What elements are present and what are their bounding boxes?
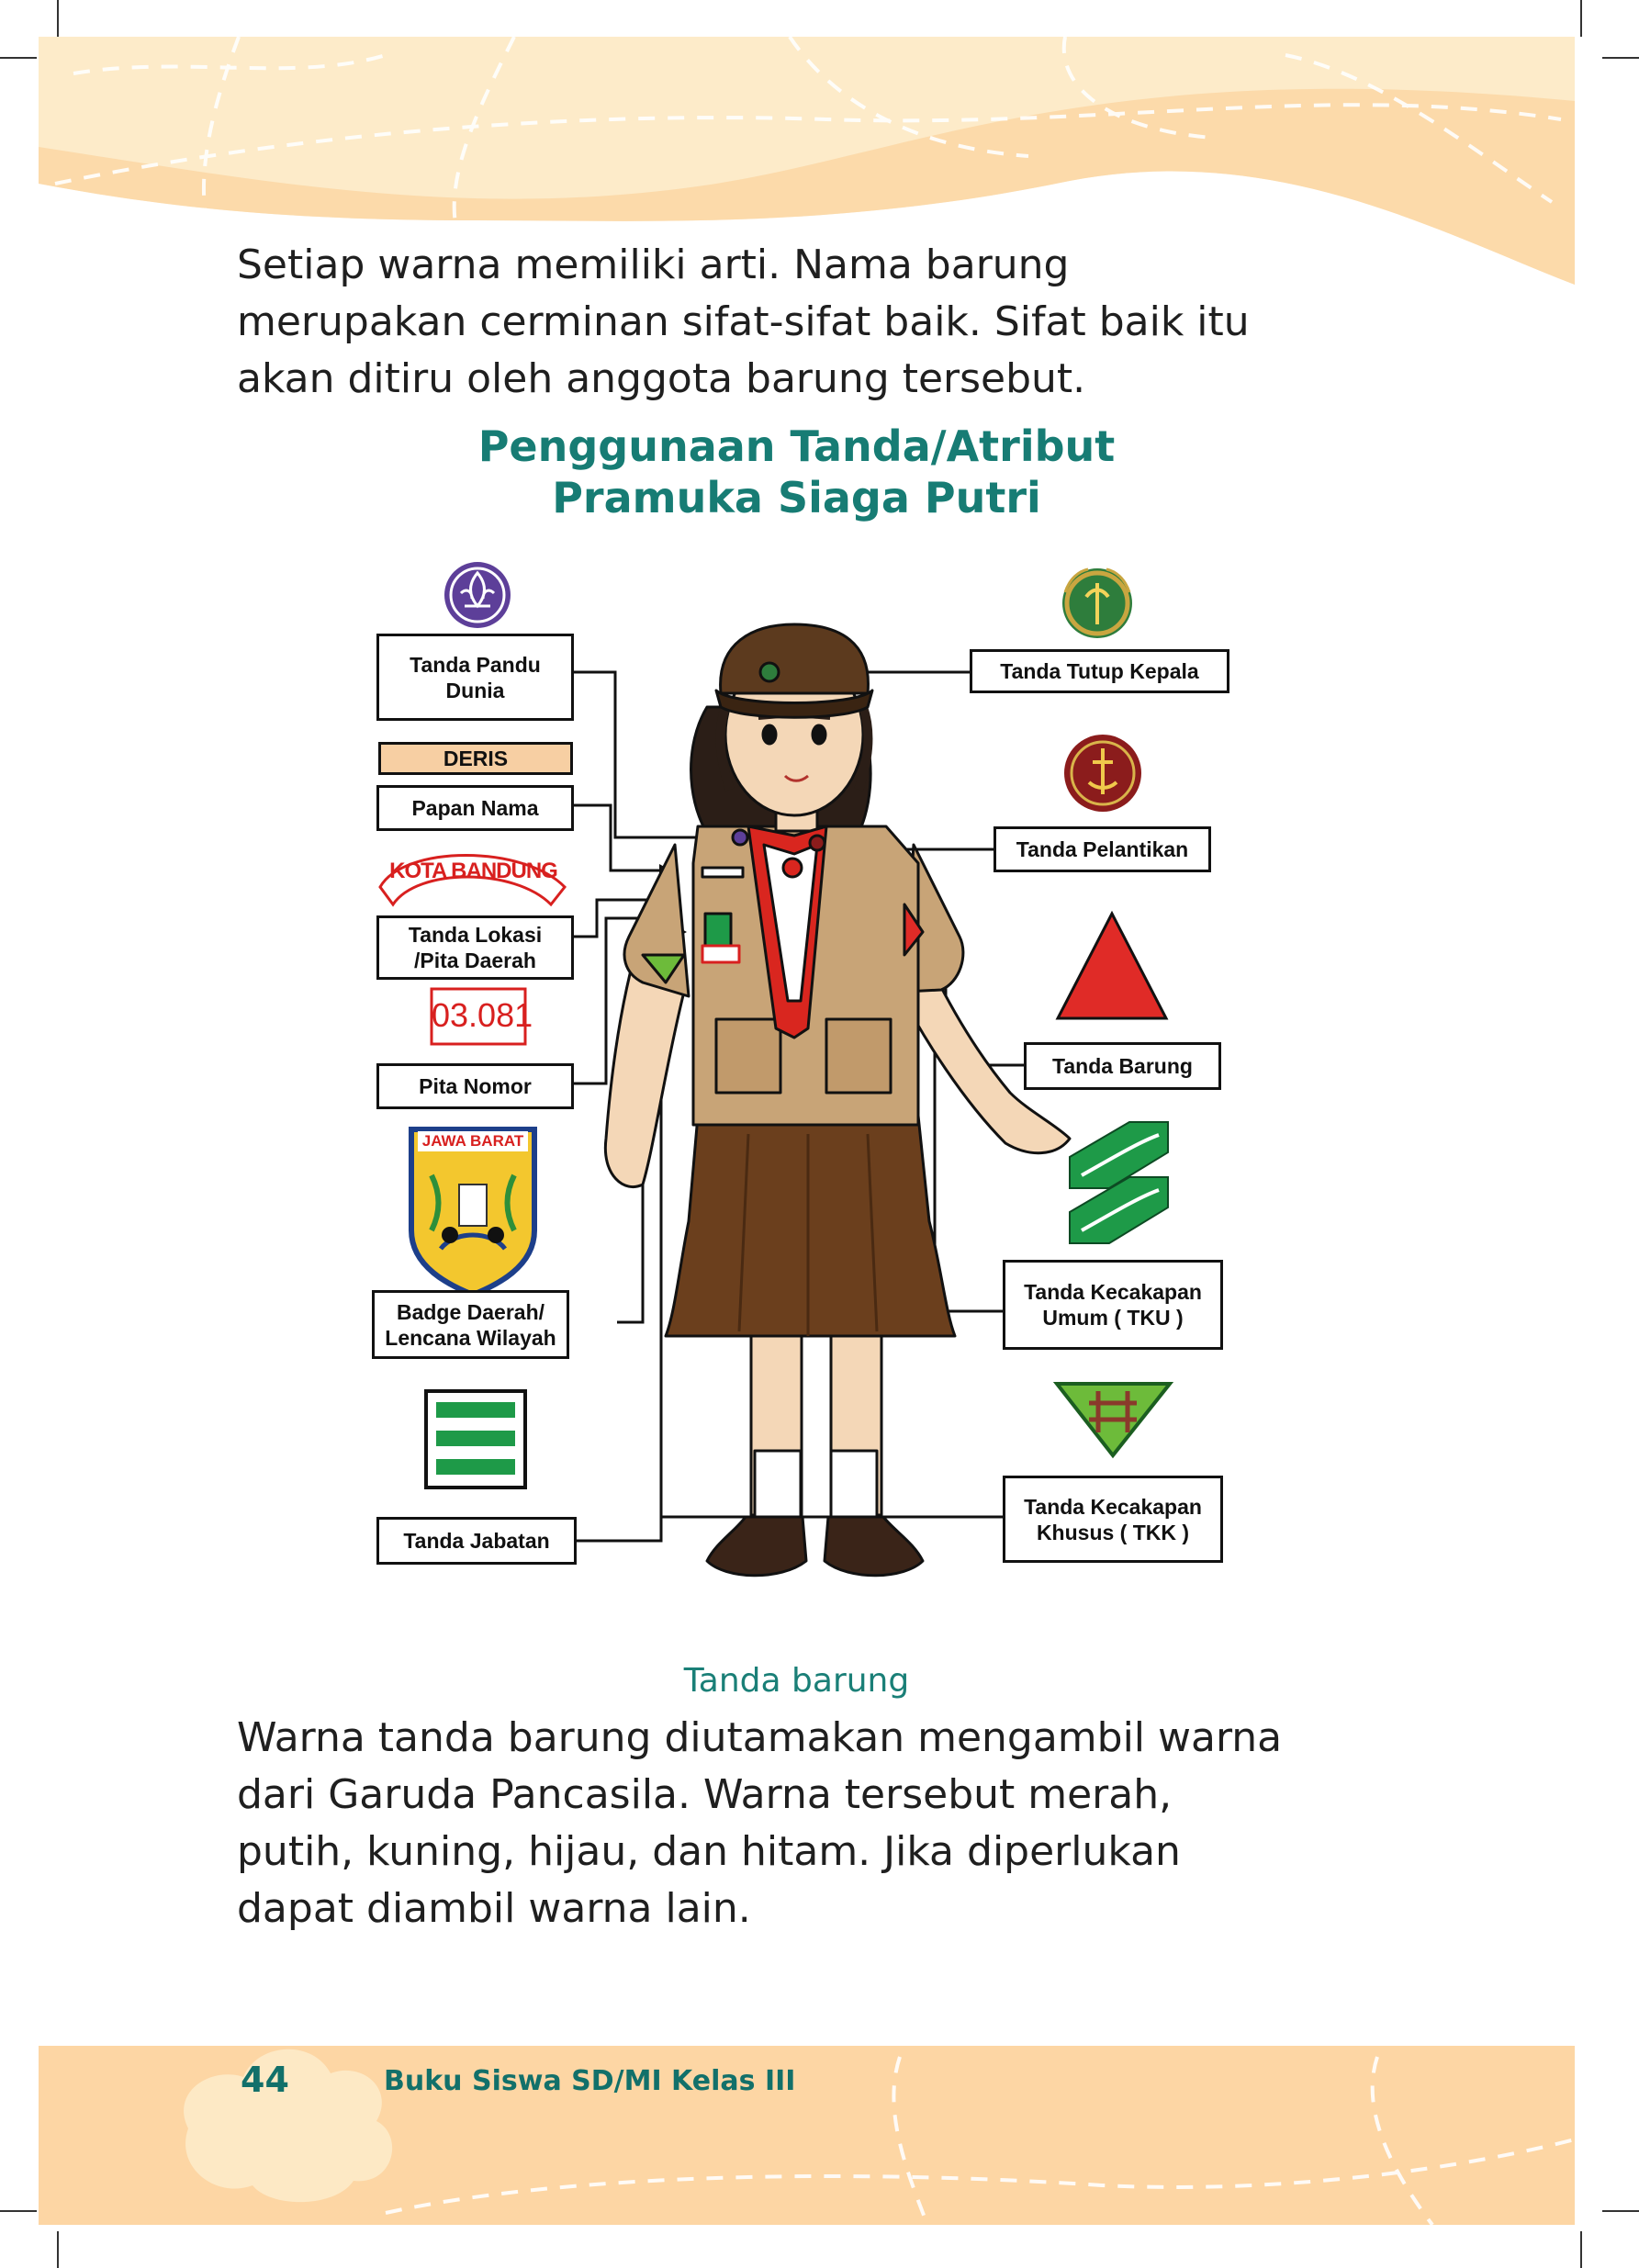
figure-caption: Tanda barung xyxy=(683,1662,910,1700)
intro-line: Setiap warna memiliki arti. Nama barung xyxy=(237,241,1070,288)
footer-band xyxy=(39,2046,1576,2227)
west-java-shield-icon xyxy=(409,1127,537,1298)
kota-bandung-text: KOTA BANDUNG xyxy=(389,859,558,883)
kota-bandung-arch-icon xyxy=(378,854,567,907)
body-line: dari Garuda Pancasila. Warna tersebut me… xyxy=(237,1771,1173,1818)
name-plate-sample: DERIS xyxy=(378,742,573,775)
jawa-barat-text: JAWA BARAT xyxy=(421,1132,524,1150)
header-wave-band xyxy=(39,35,1575,285)
heading-line-2: Pramuka Siaga Putri xyxy=(552,473,1041,522)
cloud-shape xyxy=(184,2049,393,2203)
label-papan-nama: Papan Nama xyxy=(376,785,574,831)
body-line: putih, kuning, hijau, dan hitam. Jika di… xyxy=(237,1828,1181,1875)
cap-badge-icon xyxy=(1062,567,1132,638)
tku-stripes-icon xyxy=(1069,1121,1169,1244)
label-pita-nomor: Pita Nomor xyxy=(376,1063,574,1109)
barung-triangle-icon xyxy=(1055,910,1169,1020)
crop-mark xyxy=(1602,2210,1639,2212)
label-badge-daerah: Badge Daerah/ Lencana Wilayah xyxy=(372,1290,569,1359)
label-tanda-lokasi: Tanda Lokasi /Pita Daerah xyxy=(376,915,574,980)
crop-mark xyxy=(1580,2231,1582,2268)
crop-mark xyxy=(57,2231,59,2268)
scout-girl-figure xyxy=(603,623,1072,1577)
tkk-triangle-icon xyxy=(1052,1382,1174,1459)
section-heading: Penggunaan Tanda/Atribut Pramuka Siaga P… xyxy=(0,421,1593,523)
label-tanda-jabatan: Tanda Jabatan xyxy=(376,1517,577,1565)
crop-mark xyxy=(0,57,37,59)
label-pelantikan: Tanda Pelantikan xyxy=(994,826,1211,872)
crop-mark xyxy=(1580,0,1582,37)
label-tutup-kepala: Tanda Tutup Kepala xyxy=(970,649,1229,693)
body-line: dapat diambil warna lain. xyxy=(237,1885,751,1932)
label-tanda-barung: Tanda Barung xyxy=(1024,1042,1221,1090)
number-badge-text: 03.081 xyxy=(432,996,533,1034)
page-number: 44 xyxy=(241,2060,289,2100)
intro-paragraph: Setiap warna memiliki arti. Nama barung … xyxy=(237,237,1250,408)
scout-uniform-diagram xyxy=(378,562,1174,1577)
book-title: Buku Siswa SD/MI Kelas III xyxy=(384,2065,796,2097)
body-line: Warna tanda barung diutamakan mengambil … xyxy=(237,1714,1283,1761)
heading-line-1: Penggunaan Tanda/Atribut xyxy=(477,421,1116,471)
crop-mark xyxy=(0,2210,37,2212)
label-pandu-dunia: Tanda Pandu Dunia xyxy=(376,634,574,721)
number-badge-frame xyxy=(430,987,527,1046)
world-scout-badge-icon xyxy=(444,562,511,628)
position-badge-icon xyxy=(424,1389,527,1489)
intro-line: merupakan cerminan sifat-sifat baik. Sif… xyxy=(237,298,1250,345)
crop-mark xyxy=(1602,57,1639,59)
label-tku: Tanda Kecakapan Umum ( TKU ) xyxy=(1003,1260,1223,1350)
installation-badge-icon xyxy=(1064,735,1141,812)
label-tkk: Tanda Kecakapan Khusus ( TKK ) xyxy=(1003,1476,1223,1563)
body-paragraph: Warna tanda barung diutamakan mengambil … xyxy=(237,1710,1282,1937)
crop-mark xyxy=(57,0,59,37)
intro-line: akan ditiru oleh anggota barung tersebut… xyxy=(237,355,1086,402)
